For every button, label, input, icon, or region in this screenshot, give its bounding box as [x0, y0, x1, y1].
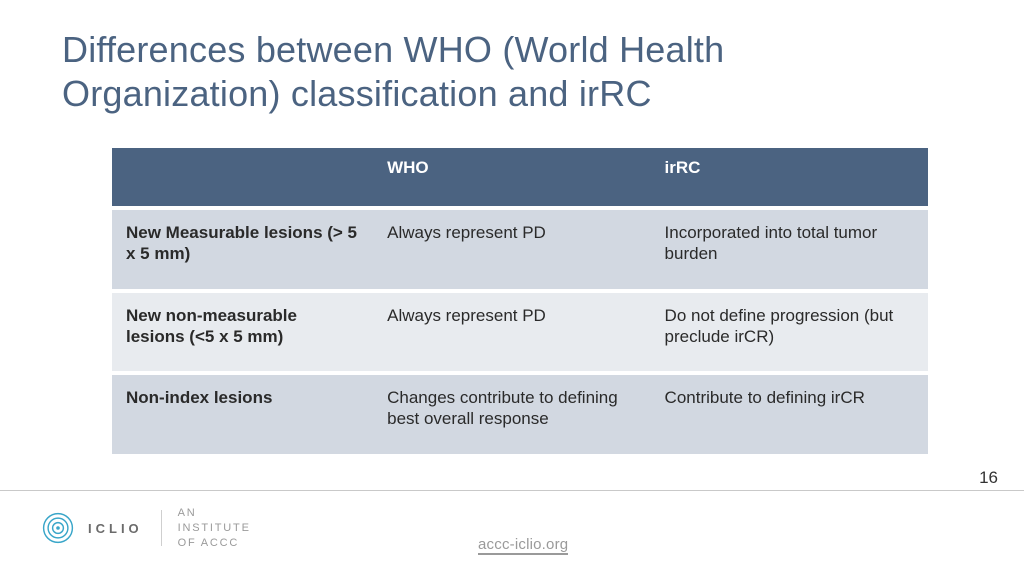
iclio-logo-icon — [40, 510, 76, 546]
table-row: New non-measurable lesions (<5 x 5 mm) A… — [112, 293, 928, 372]
slide: Differences between WHO (World Health Or… — [0, 0, 1024, 576]
row-head: Non-index lesions — [112, 375, 373, 454]
col-header-blank — [112, 148, 373, 206]
sub-line: INSTITUTE — [178, 521, 251, 536]
table-header-row: WHO irRC — [112, 148, 928, 206]
col-header-irrc: irRC — [651, 148, 928, 206]
footer-logo-block: ICLIO AN INSTITUTE OF ACCC — [40, 506, 251, 551]
page-title: Differences between WHO (World Health Or… — [62, 28, 942, 116]
cell-who: Always represent PD — [373, 210, 650, 289]
page-number: 16 — [979, 468, 998, 488]
footer-url: accc-iclio.org — [478, 536, 568, 555]
table: WHO irRC New Measurable lesions (> 5 x 5… — [112, 144, 928, 458]
cell-irrc: Do not define progression (but preclude … — [651, 293, 928, 372]
sub-line: AN — [178, 506, 251, 521]
comparison-table: WHO irRC New Measurable lesions (> 5 x 5… — [112, 144, 928, 458]
row-head: New non-measurable lesions (<5 x 5 mm) — [112, 293, 373, 372]
cell-irrc: Incorporated into total tumor burden — [651, 210, 928, 289]
footer-divider — [0, 490, 1024, 491]
cell-who: Always represent PD — [373, 293, 650, 372]
row-head: New Measurable lesions (> 5 x 5 mm) — [112, 210, 373, 289]
logo-text: ICLIO — [88, 521, 143, 536]
table-row: New Measurable lesions (> 5 x 5 mm) Alwa… — [112, 210, 928, 289]
cell-irrc: Contribute to defining irCR — [651, 375, 928, 454]
col-header-who: WHO — [373, 148, 650, 206]
cell-who: Changes contribute to defining best over… — [373, 375, 650, 454]
table-row: Non-index lesions Changes contribute to … — [112, 375, 928, 454]
logo-divider — [161, 510, 162, 546]
logo-subtext: AN INSTITUTE OF ACCC — [178, 506, 251, 551]
sub-line: OF ACCC — [178, 536, 251, 551]
